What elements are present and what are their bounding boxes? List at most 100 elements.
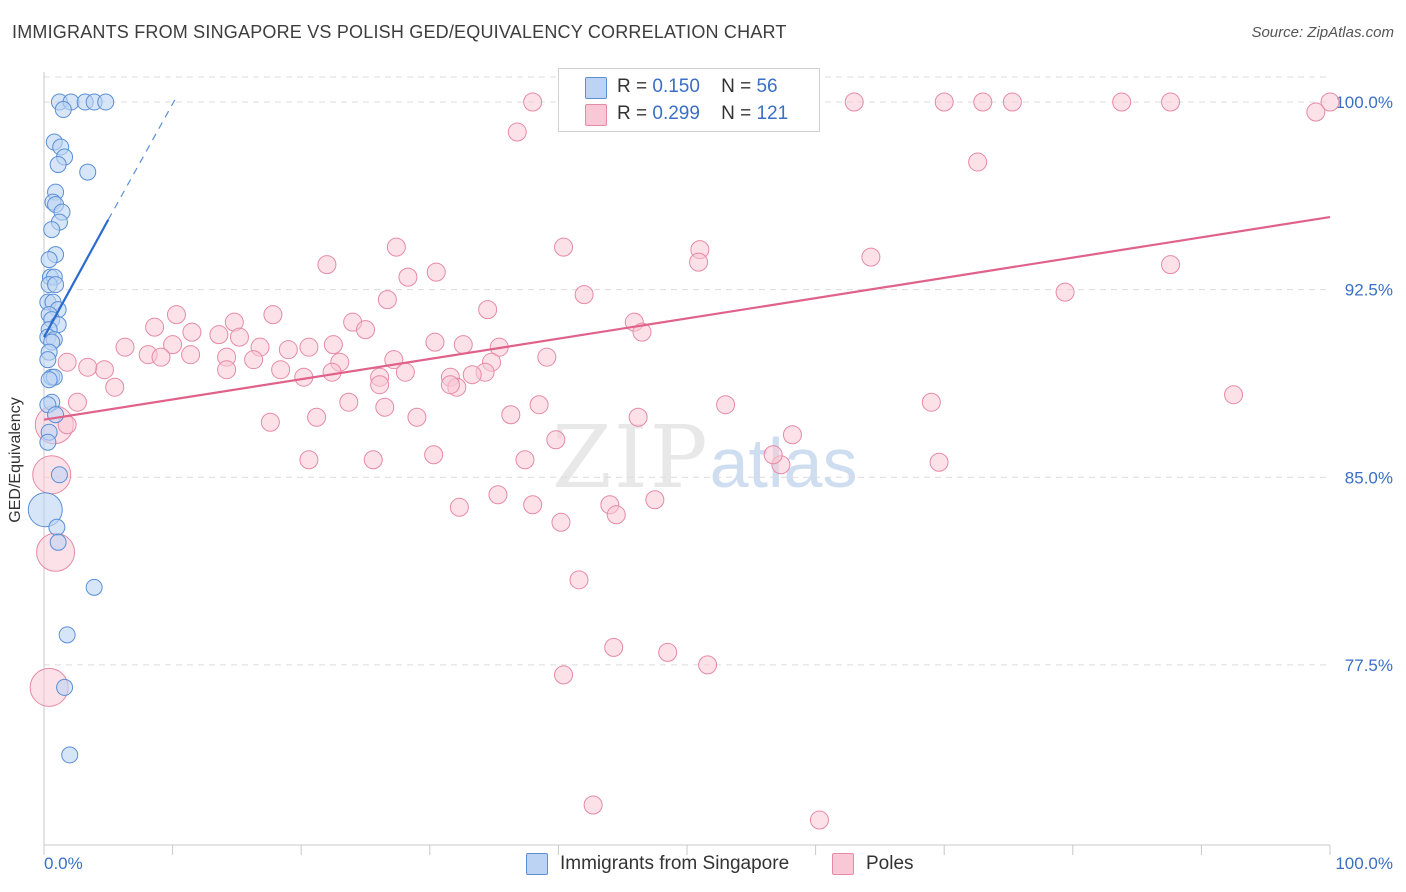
n-label: N = xyxy=(721,76,752,97)
singapore-point xyxy=(43,221,61,239)
poles-point xyxy=(554,665,574,685)
poles-point xyxy=(181,345,201,365)
y-tick-label: 77.5% xyxy=(1345,656,1393,675)
singapore-point xyxy=(39,433,57,451)
poles-point xyxy=(554,237,574,257)
poles-point xyxy=(278,340,298,360)
watermark-zip: ZIP xyxy=(552,408,710,508)
poles-n: 121 xyxy=(756,103,789,124)
poles-point xyxy=(453,335,473,355)
singapore-stats: R = 0.150 N = 56 xyxy=(617,76,778,98)
poles-point xyxy=(1320,92,1340,112)
poles-point xyxy=(515,450,535,470)
poles-point xyxy=(551,512,571,532)
poles-point xyxy=(523,495,543,515)
poles-point xyxy=(604,637,624,657)
poles-point xyxy=(763,445,783,465)
poles-point xyxy=(356,320,375,340)
legend-swatch-singapore xyxy=(526,853,548,875)
poles-point xyxy=(462,365,482,385)
poles-point xyxy=(151,347,171,367)
poles-point xyxy=(244,350,264,370)
poles-point xyxy=(322,362,342,382)
poles-point xyxy=(271,360,291,380)
stats-legend: R = 0.150 N = 56 R = 0.299 N = 121 xyxy=(558,68,820,132)
singapore-point xyxy=(85,578,103,596)
singapore-point xyxy=(40,371,58,389)
legend-label-poles: Poles xyxy=(866,853,914,874)
poles-point xyxy=(1306,102,1326,122)
singapore-point xyxy=(54,101,72,119)
singapore-point xyxy=(50,466,68,484)
poles-r: 0.299 xyxy=(652,103,700,124)
poles-point xyxy=(1224,385,1244,405)
poles-point xyxy=(1002,92,1022,112)
singapore-point xyxy=(49,156,67,174)
singapore-point xyxy=(97,93,115,111)
poles-point xyxy=(1161,255,1181,275)
poles-point xyxy=(478,300,498,320)
poles-point xyxy=(507,122,527,142)
singapore-point xyxy=(47,406,65,424)
singapore-point xyxy=(58,626,76,644)
poles-point xyxy=(583,795,603,815)
singapore-point xyxy=(39,351,57,369)
poles-point xyxy=(782,425,802,445)
singapore-point xyxy=(79,163,97,181)
y-tick-label: 85.0% xyxy=(1345,468,1393,487)
poles-point xyxy=(370,375,390,395)
poles-point xyxy=(523,92,543,112)
poles-point xyxy=(645,490,665,510)
watermark: ZIPatlas xyxy=(552,408,857,508)
n-label: N = xyxy=(721,103,752,124)
poles-point xyxy=(632,322,652,342)
poles-point xyxy=(658,642,678,662)
poles-point xyxy=(339,392,359,412)
poles-point xyxy=(929,452,949,472)
poles-point xyxy=(628,407,648,427)
x-tick-label: 0.0% xyxy=(44,854,83,873)
poles-point xyxy=(546,430,566,450)
singapore-point xyxy=(27,492,63,528)
poles-point xyxy=(407,407,427,427)
chart-title: IMMIGRANTS FROM SINGAPORE VS POLISH GED/… xyxy=(12,22,787,42)
poles-point xyxy=(307,407,327,427)
singapore-point xyxy=(56,678,74,696)
poles-point xyxy=(299,337,319,357)
singapore-swatch xyxy=(585,77,607,99)
poles-point xyxy=(809,810,829,830)
singapore-point xyxy=(61,746,79,764)
x-tick-label: 100.0% xyxy=(1335,854,1393,873)
poles-point xyxy=(449,497,469,517)
poles-point xyxy=(606,505,626,525)
poles-point xyxy=(1112,92,1132,112)
poles-point xyxy=(166,305,186,325)
r-label: R = xyxy=(617,103,648,124)
legend-item-poles: Poles xyxy=(832,850,914,878)
singapore-point xyxy=(40,251,58,269)
poles-point xyxy=(574,285,594,305)
poles-point xyxy=(968,152,988,172)
poles-point xyxy=(529,395,549,415)
poles-point xyxy=(145,317,165,337)
singapore-point xyxy=(47,276,65,294)
poles-point xyxy=(569,570,589,590)
poles-point xyxy=(375,397,395,417)
poles-point xyxy=(440,375,460,395)
poles-point xyxy=(57,352,77,372)
stats-legend-row-poles: R = 0.299 N = 121 xyxy=(585,101,788,127)
poles-point xyxy=(209,325,229,345)
poles-stats: R = 0.299 N = 121 xyxy=(617,103,788,125)
poles-point xyxy=(94,360,114,380)
legend-label-singapore: Immigrants from Singapore xyxy=(560,853,790,874)
poles-point xyxy=(105,377,125,397)
singapore-point xyxy=(48,518,66,536)
poles-point xyxy=(861,247,881,267)
poles-point xyxy=(398,267,418,287)
poles-point xyxy=(217,360,237,380)
poles-point xyxy=(488,485,508,505)
poles-point xyxy=(698,655,718,675)
poles-point xyxy=(844,92,864,112)
poles-point xyxy=(537,347,557,367)
